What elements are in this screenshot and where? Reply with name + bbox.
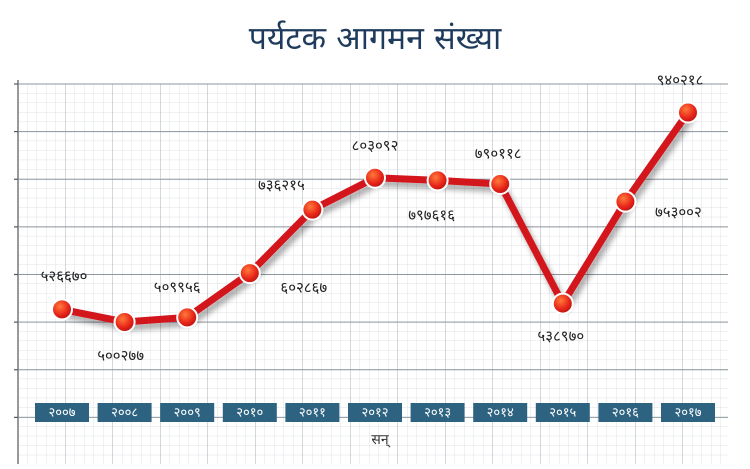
point xyxy=(489,172,512,195)
point xyxy=(551,292,574,315)
point xyxy=(677,101,699,124)
category-box xyxy=(97,403,152,422)
x-tick-label: २०१० xyxy=(236,406,263,421)
x-tick-label: २०१६ xyxy=(612,406,639,421)
x-tick-label: २०१५ xyxy=(549,406,576,421)
data-label: ७३६२१५ xyxy=(258,176,305,194)
category-box xyxy=(348,403,402,422)
point xyxy=(51,298,73,321)
category-box xyxy=(598,403,653,422)
x-tick-label: २०१७ xyxy=(674,406,701,421)
data-label: ५२६६७० xyxy=(41,267,88,285)
category-box xyxy=(473,403,528,422)
x-tick-label: २०१२ xyxy=(361,406,388,421)
x-tick-label: २०१३ xyxy=(424,406,451,421)
x-axis-label: सन् xyxy=(371,432,390,448)
data-label: ६०२८६७ xyxy=(280,279,327,297)
data-label: ५३८९७० xyxy=(537,327,584,345)
data-label: ५००२७७ xyxy=(97,346,144,364)
data-label: ७९७६१६ xyxy=(408,206,455,224)
point xyxy=(238,262,261,285)
x-tick-label: २००९ xyxy=(174,406,201,421)
category-box xyxy=(535,403,590,422)
point xyxy=(364,166,386,189)
data-label: ७९०११८ xyxy=(475,144,522,162)
category-box xyxy=(35,403,89,422)
x-tick-label: २००७ xyxy=(48,406,75,421)
point xyxy=(301,198,324,221)
x-tick-label: २०११ xyxy=(299,406,326,421)
category-box xyxy=(222,403,277,422)
data-label: ५०९९५६ xyxy=(154,278,201,296)
point xyxy=(426,169,449,192)
point xyxy=(176,306,199,329)
categories: २००७ २००८ २००९ २०१० २०११ २०१२ २०१३ २०१४ २०१५ २०१६… xyxy=(35,403,715,422)
data-label: ८०३०९२ xyxy=(352,136,399,154)
series: ५२६६७० ५००२७७ ५०९९५६ ६०२८६७ ७३६२१५ ८०३०९२ ७९७६… xyxy=(41,71,704,365)
data-label: ७५३००२ xyxy=(655,203,702,221)
category-box xyxy=(661,403,715,422)
category-box xyxy=(285,403,340,422)
category-box xyxy=(410,403,465,422)
chart-title: पर्यटक आगमन संख्या xyxy=(249,19,502,57)
data-label: ९४०२१८ xyxy=(657,71,704,89)
point xyxy=(614,190,637,213)
x-tick-label: २०१४ xyxy=(487,406,514,421)
category-box xyxy=(160,403,215,422)
point xyxy=(113,310,136,333)
x-tick-label: २००८ xyxy=(111,406,138,421)
